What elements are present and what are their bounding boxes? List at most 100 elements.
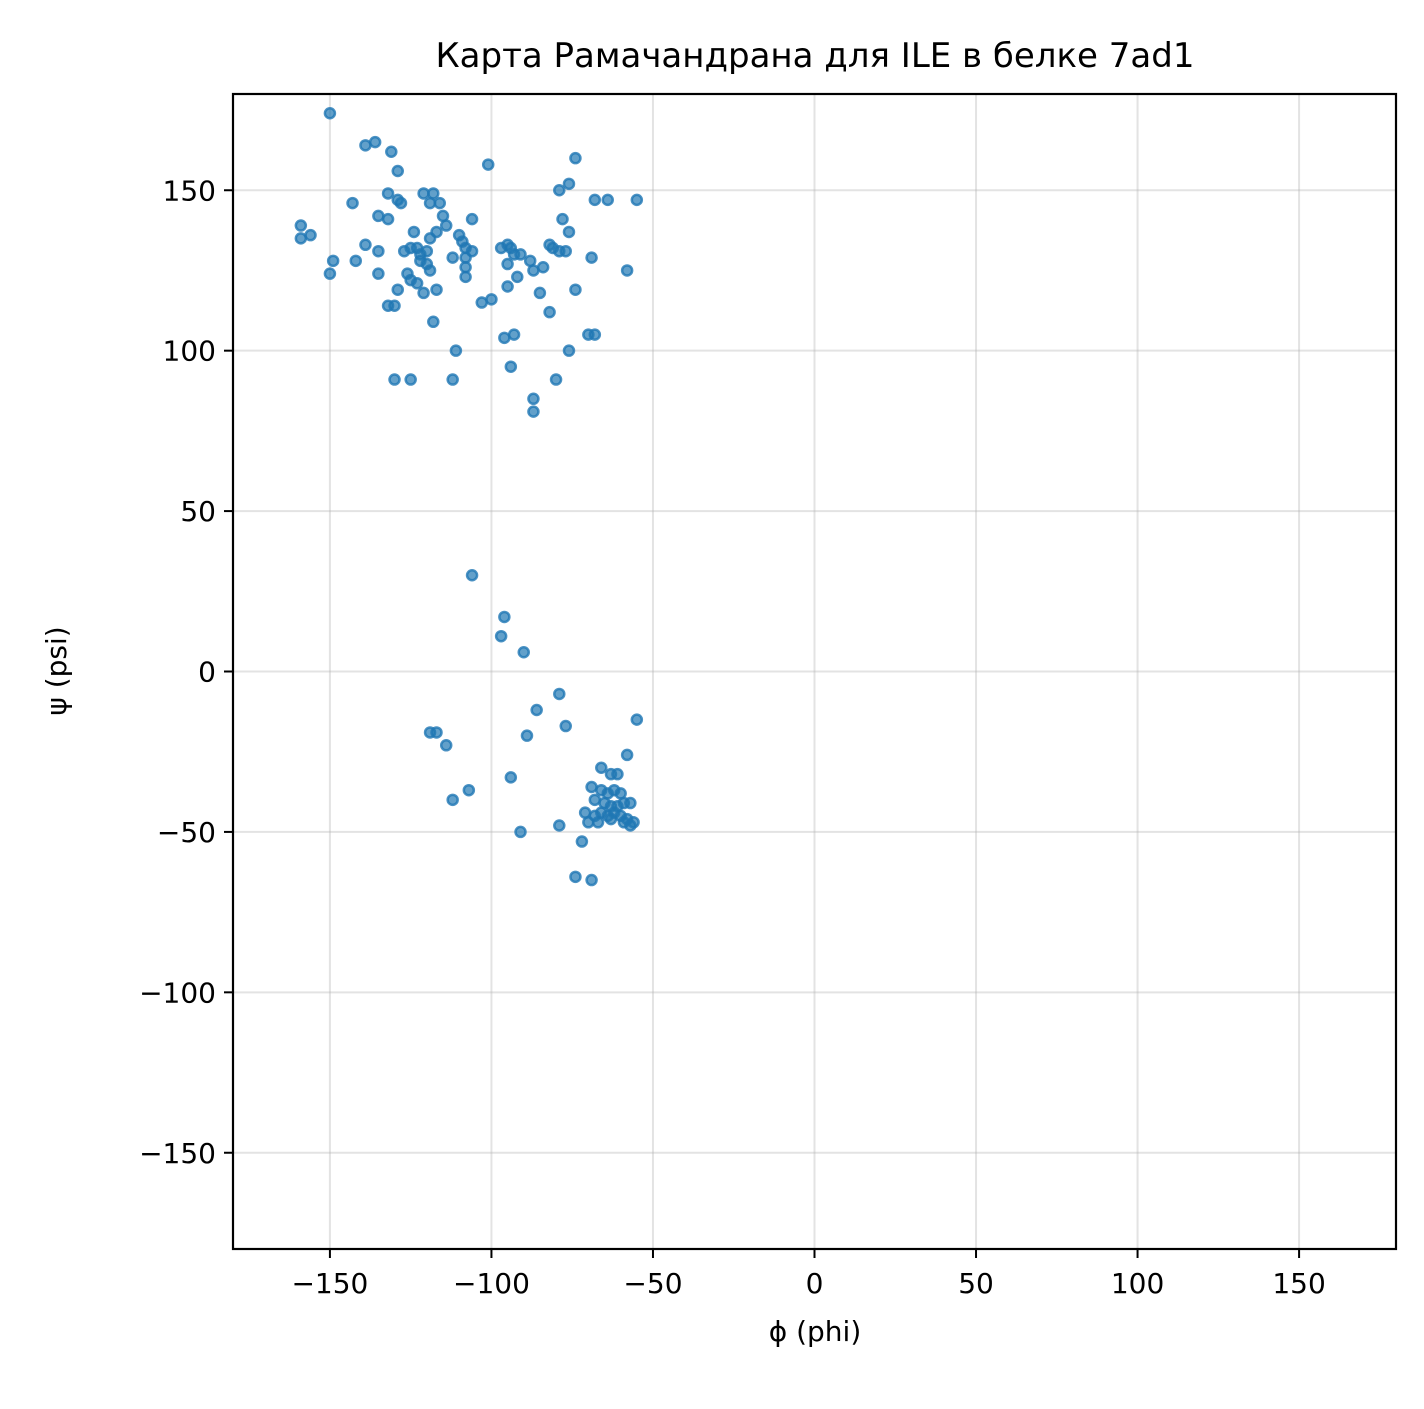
data-point: [407, 225, 421, 239]
data-point: [323, 107, 337, 120]
data-point: [507, 328, 521, 341]
data-point: [494, 629, 508, 643]
data-point: [553, 687, 566, 701]
data-point: [562, 177, 576, 191]
data-point: [559, 719, 572, 733]
data-point: [601, 193, 614, 207]
data-point: [346, 196, 359, 210]
grid-lines: [233, 94, 1396, 1249]
data-point: [381, 212, 395, 226]
data-point: [394, 196, 408, 210]
data-point: [624, 819, 637, 832]
data-point: [530, 703, 543, 717]
x-axis-ticks: −150 −100 −50 0 50 100 150: [291, 1249, 1326, 1300]
data-point: [381, 187, 395, 200]
data-point: [304, 228, 317, 242]
data-point: [388, 373, 401, 386]
y-tick-label: 100: [163, 335, 216, 368]
data-point: [569, 151, 582, 165]
data-point: [511, 270, 524, 284]
data-point: [446, 793, 459, 807]
data-points: [294, 107, 644, 887]
y-tick-label: 150: [163, 174, 216, 207]
x-tick-label: −50: [623, 1267, 682, 1300]
x-tick-label: 150: [1272, 1267, 1325, 1300]
data-point: [588, 193, 602, 207]
y-tick-label: −150: [139, 1137, 216, 1170]
data-point: [498, 610, 511, 624]
y-tick-label: −100: [139, 976, 216, 1009]
y-tick-label: 0: [198, 656, 216, 689]
y-tick-label: −50: [157, 816, 216, 849]
x-tick-label: −100: [453, 1267, 530, 1300]
data-point: [553, 819, 566, 832]
data-point: [501, 280, 514, 293]
data-point: [630, 193, 644, 207]
y-axis-ticks: −150 −100 −50 0 50 100 150: [139, 174, 233, 1170]
data-point: [595, 761, 608, 774]
data-point: [527, 405, 540, 418]
data-point: [575, 835, 589, 848]
data-point: [520, 729, 534, 742]
data-point: [404, 373, 417, 386]
x-tick-label: 100: [1111, 1267, 1164, 1300]
data-point: [543, 305, 556, 319]
data-point: [569, 283, 582, 296]
data-point: [533, 286, 547, 300]
data-point: [624, 796, 637, 810]
data-point: [430, 726, 443, 739]
data-point: [630, 713, 644, 726]
data-point: [439, 739, 453, 752]
data-point: [423, 232, 437, 245]
data-point: [446, 251, 459, 264]
data-point: [368, 135, 382, 149]
data-point: [553, 184, 566, 197]
x-tick-label: 0: [806, 1267, 824, 1300]
data-point: [433, 196, 447, 210]
data-point: [430, 283, 443, 296]
data-point: [427, 315, 440, 329]
data-point: [501, 257, 514, 271]
data-point: [420, 244, 434, 258]
data-point: [517, 646, 530, 659]
data-point: [562, 225, 576, 239]
data-point: [536, 261, 550, 274]
data-point: [372, 267, 385, 280]
data-point: [620, 264, 634, 277]
data-point: [556, 212, 569, 226]
data-point: [559, 244, 572, 258]
data-point: [527, 392, 540, 406]
data-point: [514, 825, 527, 839]
data-point: [417, 286, 430, 300]
data-point: [481, 158, 495, 171]
data-point: [446, 373, 459, 386]
data-point: [585, 873, 598, 887]
data-point: [410, 277, 424, 290]
data-point: [465, 212, 479, 226]
data-point: [562, 344, 576, 357]
data-point: [388, 299, 401, 312]
x-tick-label: −150: [291, 1267, 368, 1300]
data-point: [449, 344, 463, 357]
data-point: [569, 870, 582, 884]
data-point: [504, 360, 518, 373]
x-axis-label: ϕ (phi): [769, 1315, 862, 1348]
y-tick-label: 50: [180, 495, 216, 528]
y-axis-label: ψ (psi): [40, 626, 73, 715]
data-point: [620, 748, 634, 762]
data-point: [326, 254, 340, 268]
data-point: [385, 145, 398, 158]
data-point: [423, 264, 437, 277]
data-point: [391, 283, 405, 296]
data-point: [462, 783, 476, 797]
data-point: [294, 219, 308, 232]
data-point: [349, 254, 363, 268]
chart-title: Карта Рамачандрана для ILE в белке 7ad1: [436, 36, 1195, 76]
data-point: [504, 771, 518, 784]
data-point: [465, 569, 479, 582]
data-point: [485, 293, 498, 306]
data-point: [459, 270, 472, 284]
data-point: [372, 244, 385, 258]
data-point: [359, 238, 372, 252]
